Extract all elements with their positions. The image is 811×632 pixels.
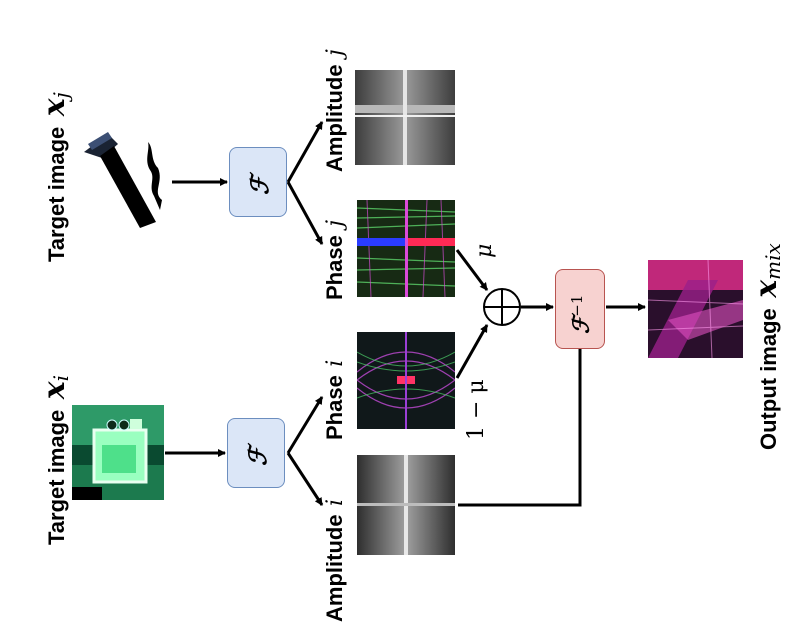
target-image-i [72, 405, 164, 500]
output-label: Output image xmix [749, 243, 786, 450]
arrow-amplitude-i-to-inverse [458, 341, 584, 507]
oplus-symbol [483, 288, 521, 326]
output-image [648, 260, 743, 358]
one-minus-mu-label: 1 − μ [464, 379, 489, 440]
target-i-label: Target image xi [37, 374, 74, 545]
amplitude-i-label: Amplitude i [322, 498, 348, 622]
fourier-symbol-i: ℱ [243, 447, 272, 466]
phase-i-map [357, 332, 455, 429]
arrow-fourier-i-to-amplitude [286, 452, 324, 506]
arrow-phase-i-to-oplus [455, 324, 489, 379]
mu-label: μ [472, 243, 497, 258]
target-j-label: Target image xj [37, 92, 74, 262]
arrow-phase-j-to-oplus [455, 249, 489, 291]
phase-i-label: Phase i [322, 359, 348, 440]
fourier-symbol-j: ℱ [245, 176, 274, 195]
amplitude-i-spectrum [357, 455, 455, 555]
amplitude-j-label: Amplitude j [322, 49, 348, 172]
inverse-fourier-symbol: ℱ−1 [568, 294, 595, 334]
fourier-box-i: ℱ [227, 418, 285, 488]
arrow-fourier-i-to-phase [286, 396, 324, 454]
arrow-fourier-j-to-phase [286, 181, 324, 245]
arrow-fourier-j-to-amplitude [286, 121, 324, 183]
amplitude-j-spectrum [355, 70, 455, 165]
target-image-j [78, 130, 170, 230]
phase-j-map [357, 200, 455, 297]
fourier-box-j: ℱ [229, 147, 287, 217]
phase-j-label: Phase j [322, 219, 348, 300]
inverse-fourier-box: ℱ−1 [555, 269, 605, 349]
